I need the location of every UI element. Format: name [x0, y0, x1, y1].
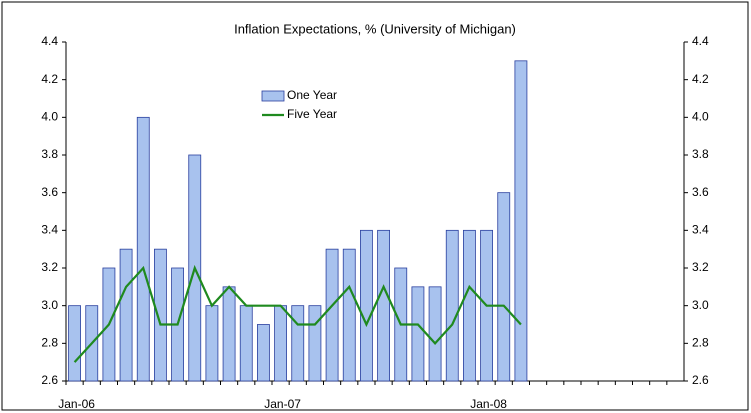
- x-tick-label: Jan-06: [58, 397, 95, 411]
- bar: [377, 229, 390, 382]
- y2-tick-label: 3.0: [692, 298, 709, 312]
- legend-label: Five Year: [287, 107, 337, 121]
- y2-tick-label: 2.8: [692, 336, 709, 350]
- bar: [274, 305, 287, 382]
- y2-tick-label: 4.0: [692, 110, 709, 124]
- y-tick-label: 3.0: [41, 298, 58, 312]
- bar: [257, 324, 270, 382]
- bar: [291, 305, 305, 382]
- y-tick-label: 4.4: [41, 34, 58, 48]
- legend-swatch: [261, 90, 285, 102]
- x-tick-label: Jan-07: [264, 397, 301, 411]
- bar: [154, 248, 167, 382]
- bar: [428, 286, 442, 382]
- bar: [463, 229, 476, 382]
- bar: [497, 192, 511, 382]
- y-tick-label: 2.6: [41, 373, 58, 387]
- chart-title: Inflation Expectations, % (University of…: [234, 21, 516, 36]
- bar: [514, 60, 528, 382]
- bar: [205, 305, 219, 382]
- y2-tick-label: 3.6: [692, 185, 709, 199]
- y-tick-label: 3.2: [41, 260, 58, 274]
- bar: [360, 229, 373, 382]
- y-tick-label: 3.8: [41, 147, 58, 161]
- y2-tick-label: 2.6: [692, 373, 709, 387]
- bar: [325, 248, 339, 382]
- bar: [411, 286, 425, 382]
- y-tick-label: 2.8: [41, 336, 58, 350]
- bar: [342, 248, 356, 382]
- bar: [308, 305, 322, 382]
- line: [73, 264, 522, 363]
- legend-label: One Year: [287, 88, 337, 102]
- y-tick-label: 4.0: [41, 110, 58, 124]
- bar: [445, 229, 459, 382]
- bar: [68, 305, 81, 382]
- y2-tick-label: 4.2: [692, 72, 709, 86]
- y-tick-label: 3.6: [41, 185, 58, 199]
- y-tick-label: 4.2: [41, 72, 58, 86]
- bar: [222, 286, 236, 382]
- y2-tick-label: 3.4: [692, 223, 709, 237]
- bar: [136, 116, 150, 382]
- y-tick-label: 3.4: [41, 223, 58, 237]
- x-tick-label: Jan-08: [470, 397, 507, 411]
- y2-tick-label: 3.8: [692, 147, 709, 161]
- bar: [119, 248, 133, 382]
- y2-tick-label: 3.2: [692, 260, 709, 274]
- bar: [239, 305, 253, 382]
- y2-tick-label: 4.4: [692, 34, 709, 48]
